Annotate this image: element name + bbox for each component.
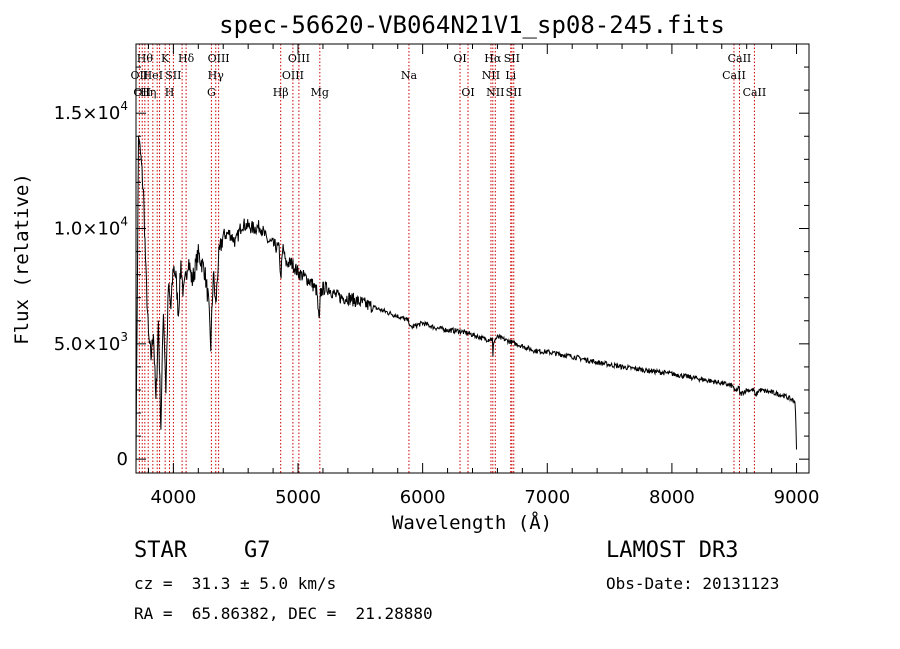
spectral-line-label: OII xyxy=(133,86,151,99)
spectral-line-label: H xyxy=(165,86,175,99)
spectral-line-label: Hβ xyxy=(273,86,289,99)
x-tick-label: 4000 xyxy=(150,487,196,508)
spectral-line-label: SII xyxy=(506,86,522,99)
spectral-line-label: CaII xyxy=(728,52,752,65)
object-class: STAR xyxy=(134,538,187,563)
chart-title: spec-56620-VB064N21V1_sp08-245.fits xyxy=(219,11,725,39)
spectral-line-label: NII xyxy=(486,86,504,99)
coordinates: RA = 65.86382, DEC = 21.28880 xyxy=(134,604,433,623)
spectral-line-label: CaII xyxy=(722,69,746,82)
spectrum-curve-group xyxy=(135,135,797,470)
survey-name: LAMOST DR3 xyxy=(606,538,739,563)
plot-frame xyxy=(135,43,810,474)
spectral-line-label: Hη xyxy=(140,86,156,99)
spectral-line-label: Na xyxy=(401,69,418,82)
x-tick-label: 8000 xyxy=(649,487,695,508)
object-subclass: G7 xyxy=(244,538,271,563)
spectral-line-label: SII xyxy=(165,69,181,82)
observation-date: Obs-Date: 20131123 xyxy=(606,574,780,593)
spectral-line-label: Hα xyxy=(484,52,502,65)
redshift-value: cz = 31.3 ± 5.0 km/s xyxy=(134,574,337,593)
y-tick-exponent: 3 xyxy=(120,330,128,344)
y-tick-mantissa: 0 xyxy=(117,449,128,470)
spectral-line-label: Hθ xyxy=(137,52,154,65)
y-tick-exponent: 4 xyxy=(120,99,128,113)
spectral-line-label: K xyxy=(161,52,170,65)
spectral-line-label: OI xyxy=(461,86,474,99)
spectral-line-label: OIII xyxy=(288,52,310,65)
y-tick-label: 1.5×104 xyxy=(54,99,128,124)
x-tick-label: 7000 xyxy=(524,487,570,508)
y-tick-mantissa: 1.5×10 xyxy=(54,103,121,124)
spectral-line-label: CaII xyxy=(743,86,767,99)
spectrum-line xyxy=(135,135,797,470)
spectral-line-label: OIII xyxy=(208,52,230,65)
y-tick-label: 5.0×103 xyxy=(54,330,128,355)
y-tick-label: 0 xyxy=(117,449,128,470)
y-tick-label: 1.0×104 xyxy=(54,215,128,240)
spectral-line-labels: OII OII Hθ Hη HeI K H SII Hδ G Hγ OIII Hβ OIII OIII Mg N… xyxy=(131,52,767,99)
spectral-line-label: OIII xyxy=(282,69,304,82)
spectral-line-label: HeI xyxy=(143,69,163,82)
spectral-line-label: NII xyxy=(482,69,500,82)
spectral-line-label: Hγ xyxy=(208,69,225,82)
x-axis: 4000 5000 6000 7000 8000 9000 xyxy=(147,44,820,508)
x-tick-label: 6000 xyxy=(400,487,446,508)
y-axis-label: Flux (relative) xyxy=(11,173,33,345)
y-tick-mantissa: 1.0×10 xyxy=(54,219,121,240)
spectral-line-markers xyxy=(138,44,755,473)
spectral-line-label: Li xyxy=(505,69,516,82)
x-tick-label: 5000 xyxy=(275,487,321,508)
x-tick-label: 9000 xyxy=(774,487,820,508)
spectral-line-label: Hδ xyxy=(178,52,195,65)
spectral-line-label: SII xyxy=(504,52,520,65)
y-tick-exponent: 4 xyxy=(120,215,128,229)
spectral-line-label: Mg xyxy=(311,86,329,99)
spectral-line-label: OI xyxy=(453,52,466,65)
spectral-line-label: OII xyxy=(131,69,149,82)
x-axis-label: Wavelength (Å) xyxy=(392,511,552,534)
spectral-line-label: G xyxy=(207,86,216,99)
y-tick-mantissa: 5.0×10 xyxy=(54,334,121,355)
